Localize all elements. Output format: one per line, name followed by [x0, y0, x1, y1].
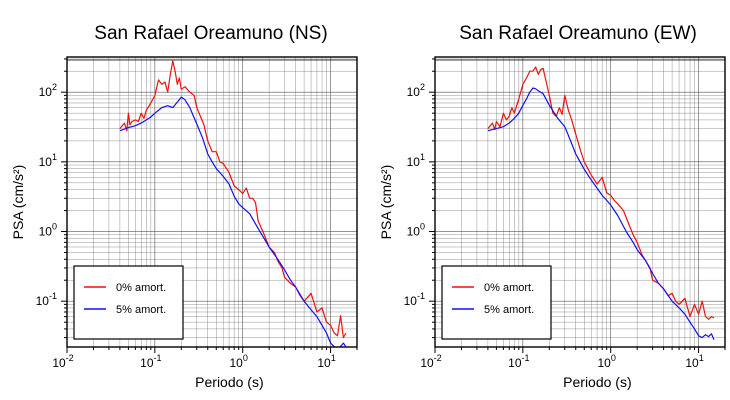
y-tick-label: 101: [407, 152, 425, 169]
y-tick-label: 10-1: [36, 291, 57, 308]
y-tick-label: 101: [39, 152, 57, 169]
plot-frame: [66, 56, 358, 348]
legend-label-2: 5% amort.: [484, 304, 534, 316]
y-tick-label: 10-1: [404, 291, 425, 308]
x-tick-label: 10-2: [420, 353, 441, 370]
x-tick-label: 10-2: [52, 353, 73, 370]
legend: 0% amort. 5% amort.: [73, 265, 184, 340]
x-axis-label: Periodo (s): [563, 374, 631, 390]
y-axis-label: PSA (cm/s²): [378, 165, 394, 240]
x-tick-label: 100: [230, 353, 248, 370]
legend-box: [441, 265, 552, 340]
x-tick-label: 100: [598, 353, 616, 370]
x-axis-label: Periodo (s): [195, 374, 263, 390]
legend-label-1: 0% amort.: [116, 282, 166, 294]
chart-title: San Rafael Oreamuno (NS): [94, 23, 327, 44]
chart-title: San Rafael Oreamuno (EW): [459, 23, 697, 44]
legend-box: [73, 265, 184, 340]
y-tick-label: 100: [407, 222, 425, 239]
series-line-2: [487, 87, 715, 340]
x-tick-label: 101: [685, 353, 703, 370]
y-tick-label: 100: [39, 222, 57, 239]
x-tick-label: 10-1: [508, 353, 529, 370]
series-group: [487, 66, 715, 340]
legend-label-2: 5% amort.: [116, 304, 166, 316]
series-line-2: [119, 96, 347, 347]
x-tick-label: 101: [317, 353, 335, 370]
series-group: [119, 60, 347, 347]
x-tick-label: 10-1: [140, 353, 161, 370]
plot-frame: [434, 56, 726, 348]
legend: 0% amort. 5% amort.: [441, 265, 552, 340]
y-tick-label: 102: [39, 82, 57, 99]
y-axis-label: PSA (cm/s²): [10, 165, 26, 240]
chart-panel-2: San Rafael Oreamuno (EW) 10-2 10-1 100 101 10…: [378, 23, 726, 390]
legend-label-1: 0% amort.: [484, 282, 534, 294]
y-tick-label: 102: [407, 82, 425, 99]
chart-panel-1: San Rafael Oreamuno (NS) 10-2 10-1 100 101 10…: [10, 23, 358, 390]
series-line-1: [487, 66, 715, 320]
